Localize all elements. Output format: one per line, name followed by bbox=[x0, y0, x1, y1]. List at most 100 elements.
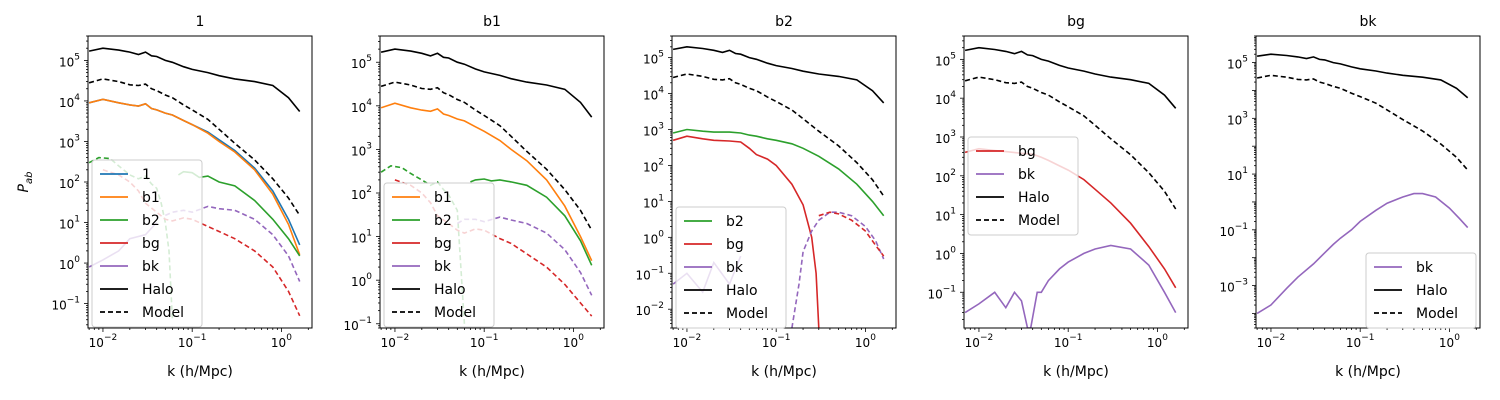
x-tick-label: 10−1 bbox=[762, 333, 791, 350]
series-line-Halo-solid bbox=[1256, 53, 1469, 99]
legend: b1 b2 bg bk Halo Model bbox=[383, 182, 495, 328]
series-line-bk-dashed bbox=[164, 205, 301, 282]
legend-label: bk bbox=[434, 259, 452, 275]
y-tick-label: 102 bbox=[643, 157, 664, 174]
series-line-Model-dashed bbox=[1256, 74, 1469, 171]
y-tick-label: 102 bbox=[351, 185, 372, 202]
x-tick-label: 10−2 bbox=[1257, 333, 1286, 350]
panel-2: 10−2 10−1 100 100 101 102 103 104 105 10−1 b1 k (h/… bbox=[343, 14, 605, 380]
y-tick-label: 101 bbox=[643, 193, 664, 210]
legend-label: Halo bbox=[1018, 190, 1050, 206]
y-tick-label: 101 bbox=[935, 206, 956, 223]
axes-frame bbox=[379, 35, 605, 329]
series-group bbox=[380, 48, 593, 324]
legend-label: Halo bbox=[142, 282, 174, 298]
legend-label: b1 bbox=[142, 190, 160, 206]
x-tick-label: 100 bbox=[855, 333, 876, 350]
y-tick-label: 100 bbox=[59, 255, 80, 272]
series-line-b1-solid bbox=[380, 102, 593, 262]
series-line-b2-solid bbox=[672, 128, 885, 217]
legend-label: bg bbox=[434, 236, 452, 252]
x-axis-label: k (h/Mpc) bbox=[167, 364, 233, 380]
legend-box bbox=[1365, 252, 1477, 329]
y-tick-label: 105 bbox=[643, 49, 664, 66]
series-line-Model-dashed bbox=[964, 76, 1177, 210]
x-tick-label: 10−2 bbox=[381, 333, 410, 350]
series-line-Model-dashed bbox=[672, 73, 885, 197]
series-group bbox=[672, 45, 885, 328]
legend-box bbox=[383, 182, 495, 328]
legend-label: b2 bbox=[142, 213, 160, 229]
legend: b2 bg bk Halo Model bbox=[675, 206, 787, 329]
series-line-Halo-solid bbox=[964, 46, 1177, 109]
legend-box bbox=[675, 206, 787, 329]
y-tick-label: 10−1 bbox=[1219, 221, 1248, 238]
x-tick-label: 10−2 bbox=[89, 333, 118, 350]
series-line-Halo-solid bbox=[380, 48, 593, 118]
x-tick-label: 100 bbox=[563, 333, 584, 350]
series-line-Halo-solid bbox=[672, 45, 885, 104]
y-tick-label: 105 bbox=[59, 52, 80, 69]
x-axis-label: k (h/Mpc) bbox=[459, 364, 525, 380]
series-line-bk-solid bbox=[1256, 192, 1469, 315]
series-line-b1-solid bbox=[88, 98, 301, 256]
legend-label: bk bbox=[142, 259, 160, 275]
legend-label: bg bbox=[726, 237, 744, 253]
y-tick-label: 10−1 bbox=[635, 265, 664, 282]
panel-title: b1 bbox=[483, 14, 501, 30]
panel-4: 10−2 10−1 100 10−1 100 101 102 103 104 105 bg k (h/… bbox=[927, 14, 1189, 380]
panel-1: 10−2 10−1 100 10−1 100 101 102 103 104 105 1 k (h/M… bbox=[16, 14, 313, 380]
y-tick-label: 10−1 bbox=[51, 295, 80, 312]
legend-label: Halo bbox=[726, 283, 758, 299]
y-tick-label: 104 bbox=[935, 90, 956, 107]
y-axis-label: Pab bbox=[16, 172, 35, 193]
series-line-bk-dashed bbox=[456, 216, 593, 296]
series-line-bk-solid bbox=[964, 244, 1177, 328]
y-tick-label: 100 bbox=[643, 229, 664, 246]
legend-label: b1 bbox=[434, 190, 452, 206]
series-line-bg-solid bbox=[672, 135, 820, 328]
legend-label: bk bbox=[726, 260, 744, 276]
x-tick-label: 100 bbox=[1147, 333, 1168, 350]
legend-label: bg bbox=[142, 236, 160, 252]
legend-label: 1 bbox=[142, 167, 151, 183]
legend-label: b2 bbox=[434, 213, 452, 229]
legend-label: bk bbox=[1018, 167, 1036, 183]
panel-title: 1 bbox=[196, 14, 205, 30]
panel-5: 10−2 10−1 100 10−3 10−1 101 103 105 bk k (h/Mpc) b… bbox=[1219, 14, 1481, 380]
y-tick-label: 102 bbox=[935, 167, 956, 184]
y-tick-label: 105 bbox=[935, 51, 956, 68]
y-tick-label: 105 bbox=[351, 54, 372, 71]
y-tick-label: 104 bbox=[351, 97, 372, 114]
y-tick-label: 10−1 bbox=[927, 284, 956, 301]
x-tick-label: 10−2 bbox=[965, 333, 994, 350]
legend-label: Model bbox=[142, 305, 184, 321]
series-line-Model-dashed bbox=[380, 81, 593, 231]
x-tick-label: 10−1 bbox=[1054, 333, 1083, 350]
series-line-Halo-solid bbox=[88, 47, 301, 113]
y-tick-label: 104 bbox=[59, 92, 80, 109]
legend-label: Model bbox=[726, 306, 768, 322]
y-tick-label: 100 bbox=[935, 245, 956, 262]
series-line-b2-solid bbox=[470, 178, 593, 266]
legend: bg bk Halo Model bbox=[967, 136, 1079, 236]
legend: 1 b1 b2 bg bk Halo Model bbox=[91, 159, 203, 328]
y-tick-label: 103 bbox=[643, 121, 664, 138]
legend-label: Model bbox=[1018, 213, 1060, 229]
x-tick-label: 100 bbox=[1439, 333, 1460, 350]
legend-label: bg bbox=[1018, 144, 1036, 160]
x-tick-label: 10−2 bbox=[673, 333, 702, 350]
y-tick-label: 101 bbox=[351, 228, 372, 245]
x-axis-label: k (h/Mpc) bbox=[751, 364, 817, 380]
y-tick-label: 103 bbox=[935, 128, 956, 145]
x-tick-label: 10−1 bbox=[1346, 333, 1375, 350]
series-line-bg-dashed bbox=[818, 211, 885, 257]
y-tick-label: 10−2 bbox=[635, 301, 664, 318]
panel-title: bk bbox=[1360, 14, 1378, 30]
y-tick-label: 100 bbox=[351, 272, 372, 289]
x-axis-label: k (h/Mpc) bbox=[1043, 364, 1109, 380]
legend-box bbox=[91, 159, 203, 328]
y-tick-label: 10−1 bbox=[343, 315, 372, 332]
y-tick-label: 103 bbox=[59, 133, 80, 150]
